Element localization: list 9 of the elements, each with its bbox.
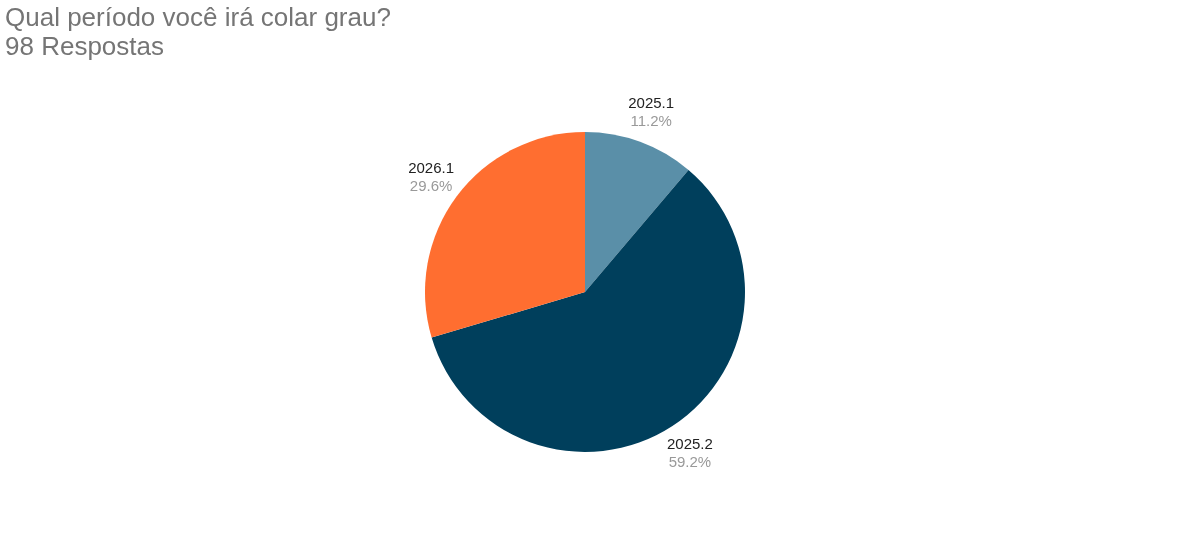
data-label: 11.2% <box>630 111 672 129</box>
slice-label: 2025.2 <box>666 434 713 452</box>
slice-label: 2025.1 <box>628 93 675 111</box>
text: 98 Respostas <box>5 31 164 61</box>
data-label: 59.2% <box>668 452 712 470</box>
text: Qual período você irá colar grau? <box>5 2 391 32</box>
data-label: 29.6% <box>409 177 453 195</box>
slice-label: 2026.1 <box>408 159 455 177</box>
pie-slice <box>585 132 689 292</box>
